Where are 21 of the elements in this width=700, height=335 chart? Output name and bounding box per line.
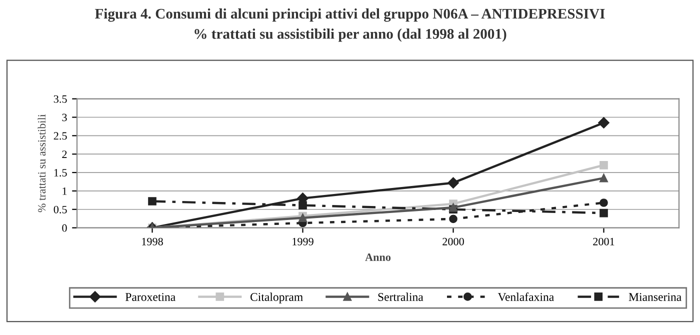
y-tick-label: 3.5 — [54, 95, 67, 103]
chart-title: Figura 4. Consumi di alcuni principi attivi del gruppo N06A – ANTIDEPRESSIVI — [94, 8, 605, 22]
y-axis-title: % trattati su assistibili — [38, 114, 46, 212]
y-tick-label: 0.5 — [54, 206, 67, 214]
legend-label: Venlafaxina — [498, 292, 554, 302]
y-tick-label: 2.5 — [54, 132, 67, 140]
legend-label: Paroxetina — [125, 293, 176, 301]
y-tick-label: 0 — [62, 224, 67, 232]
legend-label: Citalopram — [250, 292, 303, 304]
legend-label: Mianserina — [628, 293, 682, 301]
y-tick-label: 3 — [62, 114, 67, 122]
x-tick-label: 2001 — [593, 238, 614, 246]
x-tick-label: 2000 — [442, 238, 464, 246]
y-tick-label: 2 — [62, 150, 67, 158]
y-tick-label: 1 — [62, 187, 67, 195]
y-tick-label: 1.5 — [54, 169, 67, 177]
x-axis-title: Anno — [365, 254, 391, 261]
chart-subtitle: % trattati su assistibili per anno (dal 1998 al 2001) — [194, 28, 506, 42]
legend-label: Sertralina — [378, 292, 424, 301]
x-tick-label: 1998 — [142, 238, 163, 246]
x-tick-label: 1999 — [292, 238, 314, 246]
